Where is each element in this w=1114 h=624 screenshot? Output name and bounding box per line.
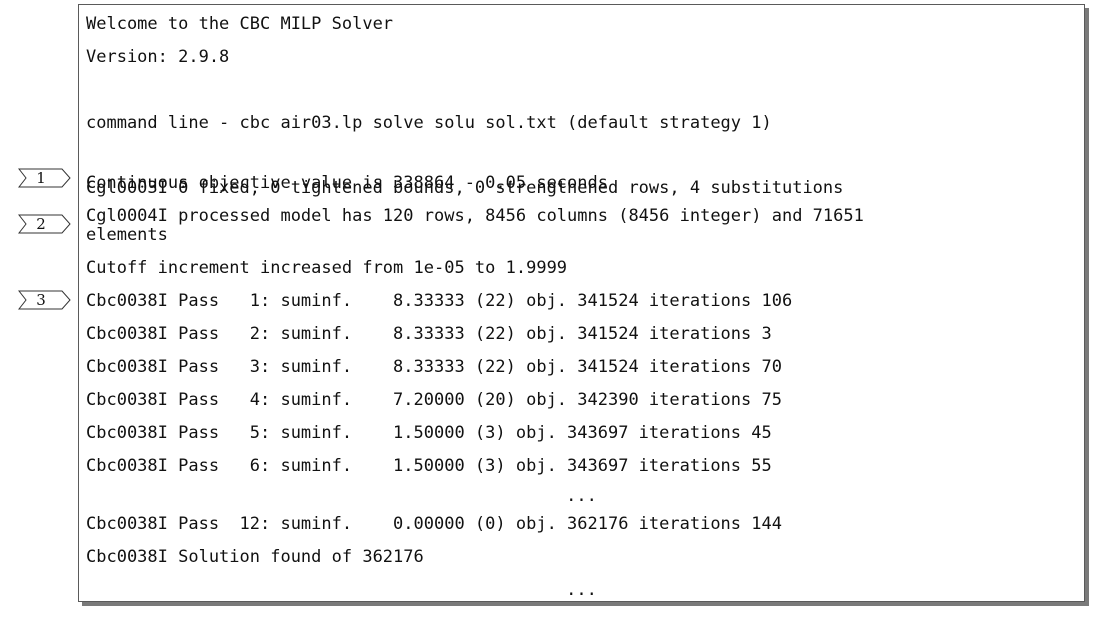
log-line-pass-6: Cbc0038I Pass 6: suminf. 1.50000 (3) obj…: [86, 456, 772, 476]
log-line-solution-found: Cbc0038I Solution found of 362176: [86, 547, 424, 567]
log-line-pass-4: Cbc0038I Pass 4: suminf. 7.20000 (20) ob…: [86, 390, 782, 410]
log-line-command: command line - cbc air03.lp solve solu s…: [86, 113, 772, 133]
log-line-ellipsis-end: ...: [566, 580, 597, 600]
callout-number: 3: [36, 291, 46, 309]
log-line-pass-3: Cbc0038I Pass 3: suminf. 8.33333 (22) ob…: [86, 357, 782, 377]
log-line-continuous-objective: Continuous objective value is 338864 - 0…: [86, 173, 608, 193]
log-line-cgl0004i: Cgl0004I processed model has 120 rows, 8…: [86, 206, 864, 226]
callout-number: 2: [36, 215, 46, 233]
callout-marker-1: 1: [18, 168, 72, 188]
log-line-pass-12: Cbc0038I Pass 12: suminf. 0.00000 (0) ob…: [86, 514, 782, 534]
callout-arrow-icon: [18, 214, 71, 234]
log-line-pass-2: Cbc0038I Pass 2: suminf. 8.33333 (22) ob…: [86, 324, 772, 344]
callout-arrow-icon: [18, 290, 71, 310]
log-line-ellipsis: ...: [566, 486, 597, 506]
callout-marker-3: 3: [18, 290, 72, 310]
callout-number: 1: [36, 169, 46, 187]
solver-log-panel: Welcome to the CBC MILP Solver Version: …: [78, 4, 1085, 602]
callout-marker-2: 2: [18, 214, 72, 234]
log-line-pass-1: Cbc0038I Pass 1: suminf. 8.33333 (22) ob…: [86, 291, 793, 311]
log-line-version: Version: 2.9.8: [86, 47, 230, 67]
log-line-cutoff: Cutoff increment increased from 1e-05 to…: [86, 258, 568, 278]
log-line-cgl0004i-continued: elements: [86, 225, 168, 245]
log-line-cgl0003i: Cgl0003I 0 fixed, 0 tightened bounds, 0 …: [86, 178, 844, 198]
callout-arrow-icon: [18, 168, 71, 188]
log-line-pass-5: Cbc0038I Pass 5: suminf. 1.50000 (3) obj…: [86, 423, 772, 443]
log-line-welcome: Welcome to the CBC MILP Solver: [86, 14, 394, 34]
